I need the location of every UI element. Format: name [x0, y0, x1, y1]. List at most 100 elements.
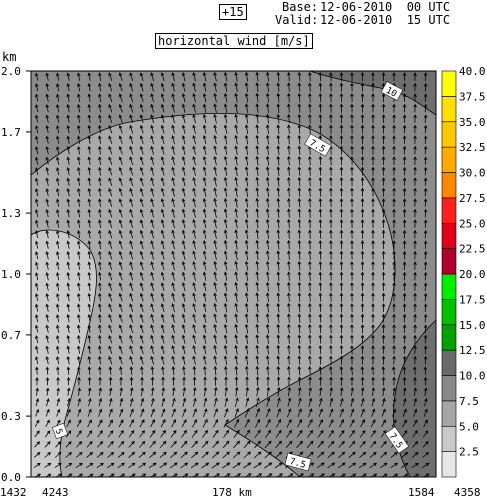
wind-arrow [223, 187, 228, 197]
wind-arrow [244, 229, 249, 239]
wind-arrow [265, 344, 270, 355]
y-tick-label: 1.7 [1, 126, 21, 139]
wind-arrow [318, 386, 323, 397]
base-value: 12-06-2010 00 UTC [320, 0, 451, 14]
wind-arrow [255, 323, 260, 334]
legend-label: 15.0 [459, 319, 486, 332]
wind-arrow [87, 198, 92, 207]
wind-arrow [371, 135, 375, 145]
wind-arrow [402, 82, 407, 92]
wind-arrow [171, 166, 175, 176]
wind-arrow [171, 187, 175, 197]
wind-arrow [287, 124, 291, 134]
wind-arrow [97, 473, 105, 477]
wind-arrow [392, 240, 396, 250]
wind-arrow [77, 72, 81, 81]
wind-arrow [213, 229, 217, 239]
wind-arrow [150, 292, 154, 302]
wind-arrow [202, 303, 207, 313]
wind-arrow [55, 441, 62, 448]
wind-arrow [234, 229, 238, 239]
legend-label: 40.0 [459, 65, 486, 78]
wind-arrow [181, 345, 186, 355]
wind-arrow [213, 292, 217, 302]
wind-arrow [350, 208, 354, 218]
wind-arrow [276, 187, 281, 197]
wind-arrow [87, 313, 92, 323]
wind-arrow [244, 197, 249, 208]
wind-arrow [381, 177, 386, 187]
wind-arrow [45, 177, 50, 186]
wind-arrow [160, 208, 165, 218]
wind-arrow [276, 124, 281, 134]
wind-arrow [350, 229, 354, 239]
wind-arrow [381, 324, 386, 334]
wind-arrow [297, 197, 302, 208]
wind-arrow [223, 473, 231, 477]
chart-title: horizontal wind [m/s] [155, 33, 313, 49]
wind-arrow [213, 344, 217, 355]
wind-arrow [139, 313, 144, 323]
wind-arrow [329, 334, 333, 344]
wind-arrow [213, 113, 217, 124]
wind-arrow [77, 303, 81, 312]
wind-arrow [233, 429, 240, 438]
wind-arrow [297, 418, 302, 428]
wind-arrow [234, 208, 238, 218]
wind-arrow [244, 429, 251, 438]
wind-arrow [379, 462, 388, 469]
wind-arrow [139, 103, 144, 113]
wind-arrow [171, 261, 175, 271]
wind-arrow [56, 198, 60, 207]
wind-arrow [192, 313, 196, 323]
wind-arrow [171, 72, 175, 82]
wind-arrow [45, 345, 50, 354]
wind-arrow [392, 282, 396, 292]
wind-arrow [98, 135, 102, 144]
wind-arrow [118, 114, 123, 123]
wind-arrow [339, 176, 344, 187]
wind-arrow [297, 103, 302, 113]
wind-arrow [77, 156, 81, 165]
wind-arrow [45, 313, 50, 323]
wind-arrow [151, 397, 155, 407]
wind-arrow [150, 166, 154, 176]
legend-label: 37.5 [459, 90, 486, 103]
wind-arrow [129, 303, 134, 313]
wind-arrow [287, 239, 291, 250]
wind-arrow [139, 250, 144, 260]
wind-arrow [129, 93, 134, 103]
wind-arrow [98, 187, 102, 197]
wind-arrow [339, 134, 344, 145]
wind-arrow [392, 177, 396, 187]
wind-arrow [87, 324, 92, 333]
wind-arrow [159, 440, 167, 448]
wind-arrow [423, 387, 428, 396]
wind-arrow [66, 82, 71, 92]
wind-arrow [129, 271, 134, 281]
legend-swatch [441, 349, 457, 376]
legend-label: 20.0 [459, 268, 486, 281]
wind-arrow [276, 176, 281, 187]
legend-label: 17.5 [459, 293, 486, 306]
wind-arrow [213, 302, 217, 313]
wind-arrow [181, 303, 186, 313]
wind-arrow [213, 239, 217, 250]
wind-arrow [45, 114, 50, 123]
wind-arrow [56, 387, 60, 396]
wind-arrow [360, 355, 365, 365]
wind-arrow [255, 229, 260, 239]
legend-swatch [441, 248, 457, 275]
wind-arrow [75, 462, 83, 469]
wind-arrow [276, 281, 281, 292]
wind-arrow [107, 440, 114, 448]
wind-arrow [150, 419, 155, 428]
wind-arrow [234, 355, 238, 365]
wind-arrow [213, 334, 217, 344]
wind-arrow [234, 386, 239, 397]
wind-arrow [307, 473, 315, 477]
wind-arrow [244, 323, 249, 334]
wind-arrow [191, 429, 198, 438]
wind-arrow [245, 365, 249, 376]
wind-arrow [192, 124, 196, 134]
